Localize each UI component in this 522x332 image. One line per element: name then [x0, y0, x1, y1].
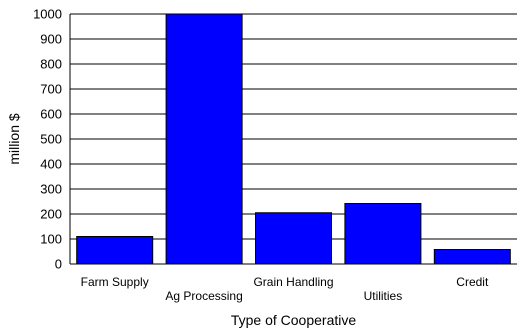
x-category-label: Grain Handling: [253, 275, 333, 289]
y-tick-label: 400: [40, 157, 62, 172]
y-tick-labels: 0 100 200 300 400 500 600 700 800 900 1000: [33, 7, 62, 272]
y-tick-label: 100: [40, 232, 62, 247]
x-category-label: Ag Processing: [165, 289, 242, 303]
x-category-label: Utilities: [364, 289, 403, 303]
y-tick-label: 700: [40, 82, 62, 97]
y-tick-label: 0: [55, 257, 62, 272]
bar: [344, 203, 422, 265]
x-category-label: Farm Supply: [81, 275, 149, 289]
y-tick-label: 500: [40, 132, 62, 147]
y-tick-label: 300: [40, 182, 62, 197]
bar: [76, 236, 154, 265]
y-tick-label: 900: [40, 32, 62, 47]
y-tick-label: 800: [40, 57, 62, 72]
bars: [76, 13, 511, 265]
x-axis-title: Type of Cooperative: [231, 312, 357, 328]
x-category-label: Credit: [456, 275, 489, 289]
y-axis-title: million $: [6, 113, 22, 165]
bar: [165, 13, 243, 265]
y-tick-label: 200: [40, 207, 62, 222]
y-tick-label: 600: [40, 107, 62, 122]
bar: [255, 212, 332, 265]
x-category-labels: Farm Supply Ag Processing Grain Handling Ut…: [81, 275, 489, 303]
axes: [69, 14, 517, 265]
bar: [433, 249, 511, 265]
y-tick-label: 1000: [33, 7, 62, 22]
